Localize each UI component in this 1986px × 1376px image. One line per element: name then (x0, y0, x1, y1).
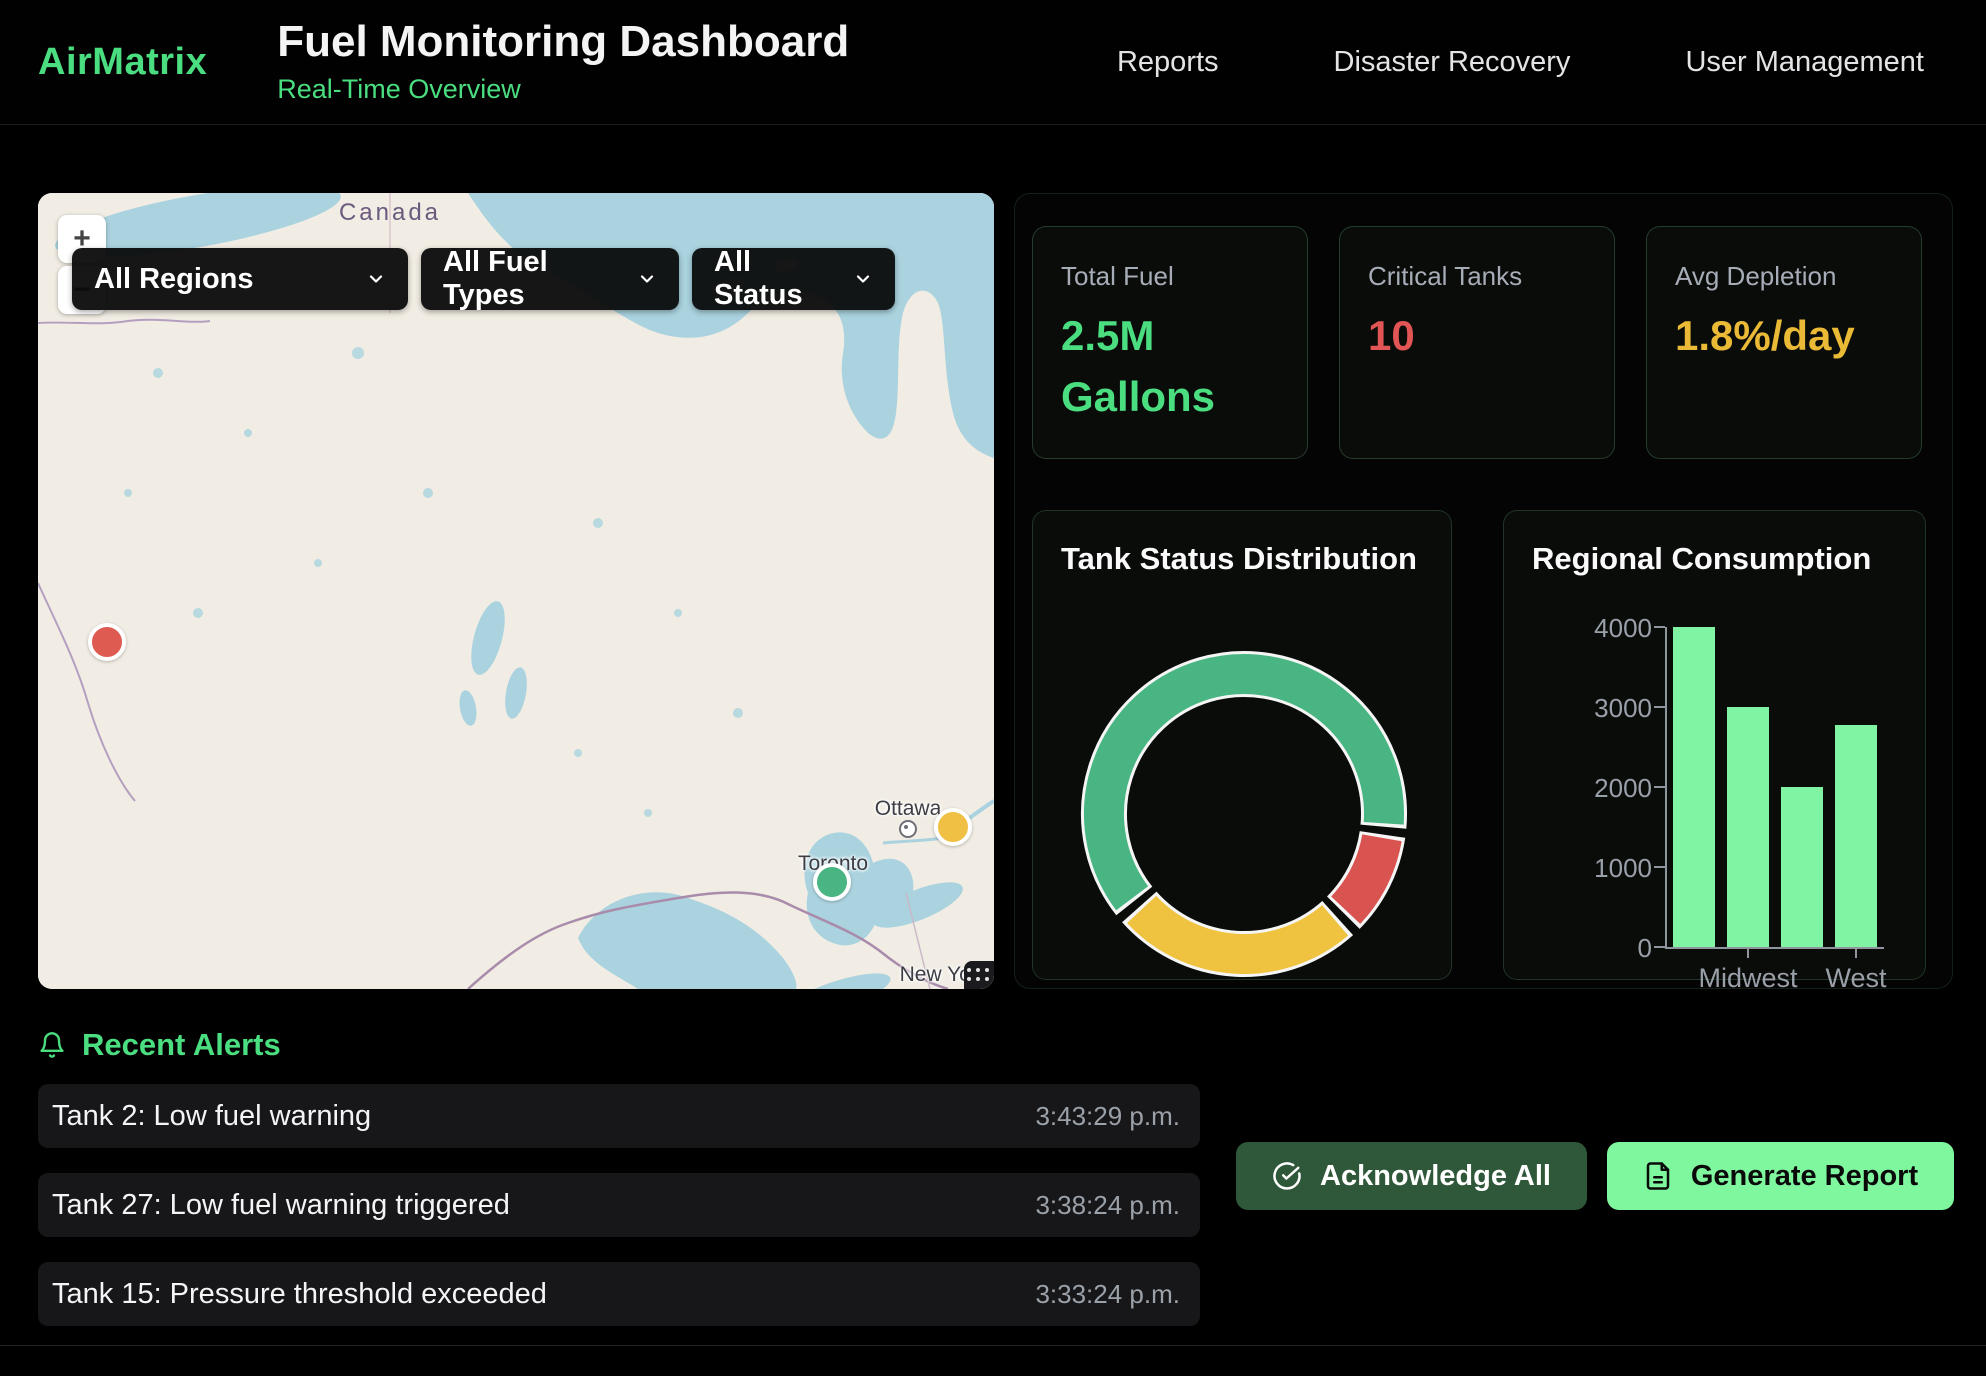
map-panel[interactable]: + − All RegionsAll Fuel TypesAll Status … (38, 193, 994, 989)
y-tick-label: 0 (1522, 933, 1652, 964)
donut-segment-critical (1346, 838, 1382, 910)
donut-segment-normal (1104, 674, 1384, 898)
y-tick-mark (1654, 866, 1665, 868)
bar-chart-x-axis (1665, 947, 1884, 949)
x-tick-mark (1747, 949, 1749, 958)
bar-south (1781, 787, 1823, 947)
map-resize-handle[interactable] (964, 961, 994, 989)
y-tick-mark (1654, 946, 1665, 948)
stat-card-critical-tanks: Critical Tanks 10 (1339, 226, 1615, 459)
filter-dropdown-all-status[interactable]: All Status (692, 248, 895, 310)
bar-northeast (1673, 627, 1715, 947)
nav-item-reports[interactable]: Reports (1117, 46, 1219, 79)
stat-value: 1.8%/day (1675, 306, 1893, 367)
map-marker-normal[interactable] (813, 863, 851, 901)
acknowledge-all-label: Acknowledge All (1320, 1160, 1551, 1193)
title-block: Fuel Monitoring Dashboard Real-Time Over… (277, 19, 849, 104)
stat-label: Critical Tanks (1368, 261, 1586, 292)
y-tick-label: 2000 (1522, 773, 1652, 804)
filter-label: All Fuel Types (443, 246, 613, 312)
x-tick-label: West (1825, 963, 1886, 994)
filter-dropdown-all-fuel-types[interactable]: All Fuel Types (421, 248, 679, 310)
brand-logo: AirMatrix (38, 41, 207, 84)
alert-text: Tank 27: Low fuel warning triggered (52, 1189, 510, 1222)
main-nav: Reports Disaster Recovery User Management (1117, 46, 1986, 79)
alert-text: Tank 2: Low fuel warning (52, 1100, 371, 1133)
map-marker-critical[interactable] (88, 623, 126, 661)
alert-row: Tank 27: Low fuel warning triggered 3:38:… (38, 1173, 1200, 1237)
x-tick-mark (1855, 949, 1857, 958)
donut-chart (1033, 511, 1453, 981)
alert-text: Tank 15: Pressure threshold exceeded (52, 1278, 547, 1311)
y-tick-mark (1654, 786, 1665, 788)
alert-time: 3:38:24 p.m. (1035, 1190, 1180, 1221)
tank-status-panel: Tank Status Distribution (1032, 510, 1452, 980)
generate-report-label: Generate Report (1691, 1160, 1918, 1193)
recent-alerts-header: Recent Alerts (38, 1025, 1200, 1065)
recent-alerts-section: Recent Alerts Tank 2: Low fuel warning3:… (38, 1025, 1200, 1065)
regional-consumption-panel: Regional Consumption 01000200030004000Mi… (1503, 510, 1926, 980)
stat-card-avg-depletion: Avg Depletion 1.8%/day (1646, 226, 1922, 459)
filter-label: All Status (714, 246, 829, 312)
regional-consumption-title: Regional Consumption (1532, 541, 1871, 577)
nav-item-user-management[interactable]: User Management (1685, 46, 1924, 79)
town-marker-icon (899, 820, 917, 838)
page-subtitle: Real-Time Overview (277, 74, 849, 105)
page-title: Fuel Monitoring Dashboard (277, 19, 849, 65)
app-header: AirMatrix Fuel Monitoring Dashboard Real… (0, 0, 1986, 125)
y-tick-label: 1000 (1522, 853, 1652, 884)
stat-label: Avg Depletion (1675, 261, 1893, 292)
alert-row: Tank 2: Low fuel warning 3:43:29 p.m. (38, 1084, 1200, 1148)
y-tick-mark (1654, 706, 1665, 708)
nav-item-disaster-recovery[interactable]: Disaster Recovery (1334, 46, 1571, 79)
generate-report-button[interactable]: Generate Report (1607, 1142, 1954, 1210)
document-icon (1643, 1161, 1673, 1191)
map-marker-warning[interactable] (934, 808, 972, 846)
stat-label: Total Fuel (1061, 261, 1279, 292)
y-tick-mark (1654, 626, 1665, 628)
filter-label: All Regions (94, 263, 254, 296)
chevron-down-icon (637, 269, 657, 289)
chevron-down-icon (366, 269, 386, 289)
bell-icon (38, 1030, 66, 1060)
x-tick-label: Midwest (1698, 963, 1797, 994)
alert-time: 3:43:29 p.m. (1035, 1101, 1180, 1132)
map-filter-bar: All Regions All Fuel Types All Status (72, 248, 895, 310)
stat-value: 10 (1368, 306, 1586, 367)
bar-chart-y-axis (1665, 627, 1667, 949)
alert-time: 3:33:24 p.m. (1035, 1279, 1180, 1310)
stat-value: 2.5M Gallons (1061, 306, 1279, 428)
check-circle-icon (1272, 1161, 1302, 1191)
bar-west (1835, 725, 1877, 947)
y-tick-label: 3000 (1522, 693, 1652, 724)
map-label-canada: Canada (339, 199, 441, 227)
acknowledge-all-button[interactable]: Acknowledge All (1236, 1142, 1587, 1210)
footer-divider (0, 1345, 1986, 1346)
filter-dropdown-all-regions[interactable]: All Regions (72, 248, 408, 310)
overview-panel: Total Fuel 2.5M Gallons Critical Tanks 10 Av… (1014, 193, 1953, 989)
bar-midwest (1727, 707, 1769, 947)
alert-row: Tank 15: Pressure threshold exceeded 3:33… (38, 1262, 1200, 1326)
chevron-down-icon (853, 269, 873, 289)
map-label-ottawa: Ottawa (875, 797, 942, 821)
y-tick-label: 4000 (1522, 613, 1652, 644)
stat-card-total-fuel: Total Fuel 2.5M Gallons (1032, 226, 1308, 459)
recent-alerts-title: Recent Alerts (82, 1027, 281, 1063)
